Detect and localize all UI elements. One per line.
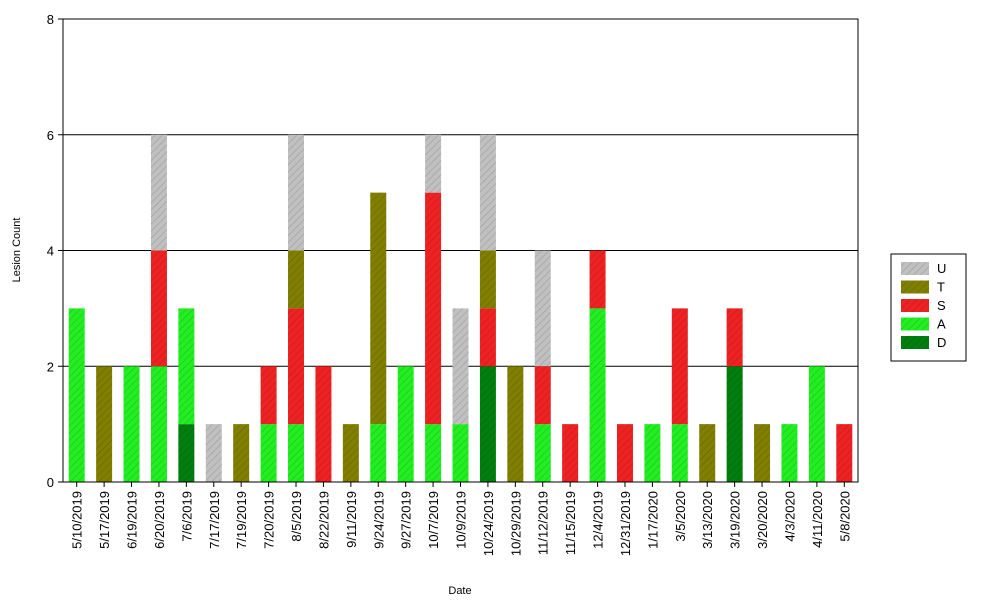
- x-tick-label: 3/5/2020: [673, 491, 688, 542]
- x-tick-label: 12/31/2019: [618, 491, 633, 556]
- bar-segment-hatch: [123, 366, 140, 482]
- bar-segment-hatch: [507, 366, 524, 482]
- bar-segment-hatch: [425, 192, 442, 425]
- bar-segment-hatch: [205, 424, 222, 482]
- x-tick-label: 7/19/2019: [234, 491, 249, 549]
- bar-segment-hatch: [150, 134, 167, 251]
- bar-segment-hatch: [671, 424, 688, 482]
- legend-label-d: D: [937, 335, 946, 350]
- x-tick-label: 3/19/2020: [728, 491, 743, 549]
- bar-segment-hatch: [452, 308, 469, 425]
- bar-segment-hatch: [562, 424, 579, 482]
- bar-segment-hatch: [178, 424, 195, 482]
- bar-segment-hatch: [178, 308, 195, 425]
- legend-swatch-hatch: [901, 317, 929, 331]
- x-tick-label: 6/19/2019: [125, 491, 140, 549]
- bar-segment-hatch: [260, 366, 277, 425]
- x-tick-label: 1/17/2020: [645, 491, 660, 549]
- x-tick-label: 8/22/2019: [316, 491, 331, 549]
- x-tick-label: 4/3/2020: [782, 491, 797, 542]
- x-tick-label: 7/6/2019: [179, 491, 194, 542]
- bar-segment-hatch: [425, 134, 442, 193]
- x-tick-label: 9/24/2019: [371, 491, 386, 549]
- bar-segment-hatch: [726, 308, 743, 367]
- y-tick-label: 0: [47, 475, 54, 490]
- bar-segment-hatch: [68, 308, 85, 482]
- x-tick-label: 11/15/2019: [563, 491, 578, 555]
- bar-segment-hatch: [452, 424, 469, 482]
- x-tick-label: 7/17/2019: [207, 491, 222, 549]
- x-axis-title: Date: [448, 585, 471, 597]
- bar-segment-hatch: [534, 366, 551, 425]
- bar-segment-hatch: [534, 250, 551, 367]
- x-tick-label: 10/9/2019: [454, 491, 469, 549]
- legend-swatch-hatch: [901, 299, 929, 312]
- bar-segment-hatch: [233, 424, 250, 482]
- bar-segment-hatch: [754, 424, 771, 482]
- x-tick-label: 8/5/2019: [289, 491, 304, 542]
- y-tick-label: 2: [47, 359, 54, 374]
- bar-segment-hatch: [288, 250, 305, 309]
- bar-segment-hatch: [425, 424, 442, 482]
- y-tick-label: 4: [47, 244, 54, 259]
- x-tick-label: 5/10/2019: [70, 491, 85, 549]
- x-tick-label: 4/11/2020: [810, 491, 825, 548]
- bar-segment-hatch: [150, 250, 167, 367]
- x-tick-label: 6/20/2019: [152, 491, 167, 549]
- bar-segment-hatch: [479, 308, 496, 367]
- legend-swatch-hatch: [901, 280, 929, 294]
- bar-segment-hatch: [616, 424, 633, 482]
- bar-segment-hatch: [342, 424, 359, 482]
- bar-segment-hatch: [589, 250, 606, 309]
- bar-segment-hatch: [150, 366, 167, 482]
- bar-segment-hatch: [534, 424, 551, 482]
- legend-label-t: T: [937, 280, 945, 295]
- x-axis-ticks: 5/10/2019 5/17/2019 6/19/2019 6/20/2019 7/6/…: [70, 482, 852, 556]
- x-tick-label: 9/11/2019: [344, 491, 359, 548]
- bar-segment-hatch: [808, 366, 825, 482]
- x-tick-label: 11/12/2019: [536, 491, 551, 555]
- legend-swatch-hatch: [901, 262, 929, 275]
- y-axis-title: Lesion Count: [11, 218, 23, 283]
- y-tick-label: 6: [47, 128, 54, 143]
- x-tick-label: 10/24/2019: [481, 491, 496, 556]
- bar-segment-hatch: [288, 134, 305, 251]
- legend-label-s: S: [937, 298, 946, 313]
- x-tick-label: 7/20/2019: [262, 491, 277, 549]
- bar-segment-hatch: [370, 192, 387, 425]
- bar-segment-hatch: [315, 366, 332, 482]
- bar-segment-hatch: [644, 424, 661, 482]
- bar-segment-hatch: [288, 424, 305, 482]
- bar-segment-hatch: [96, 366, 113, 482]
- x-tick-label: 12/4/2019: [591, 491, 606, 549]
- bar-segment-hatch: [479, 250, 496, 309]
- bar-segment-hatch: [479, 366, 496, 482]
- x-tick-label: 5/8/2020: [837, 491, 852, 542]
- legend-label-a: A: [937, 317, 946, 332]
- bar-segment-hatch: [260, 424, 277, 482]
- bar-layer: [68, 134, 853, 482]
- y-tick-label: 8: [47, 12, 54, 27]
- x-tick-label: 10/29/2019: [508, 491, 523, 556]
- bar-segment-hatch: [288, 308, 305, 425]
- x-tick-label: 3/13/2020: [700, 491, 715, 549]
- legend-swatch-hatch: [901, 336, 929, 349]
- bar-segment-hatch: [726, 366, 743, 482]
- bar-segment-hatch: [699, 424, 716, 482]
- x-tick-label: 9/27/2019: [399, 491, 414, 549]
- legend-label-u: U: [937, 261, 946, 276]
- bar-segment-hatch: [397, 366, 414, 482]
- bar-segment-hatch: [589, 308, 606, 482]
- x-tick-label: 10/7/2019: [426, 491, 441, 549]
- bar-segment-hatch: [671, 308, 688, 425]
- bar-segment-hatch: [479, 134, 496, 251]
- bar-segment-hatch: [781, 424, 798, 482]
- x-tick-label: 5/17/2019: [97, 491, 112, 549]
- bar-segment-hatch: [836, 424, 853, 482]
- x-tick-label: 3/20/2020: [755, 491, 770, 549]
- y-axis-ticks: 0 2 4 6 8: [47, 12, 63, 490]
- bar-segment-hatch: [370, 424, 387, 482]
